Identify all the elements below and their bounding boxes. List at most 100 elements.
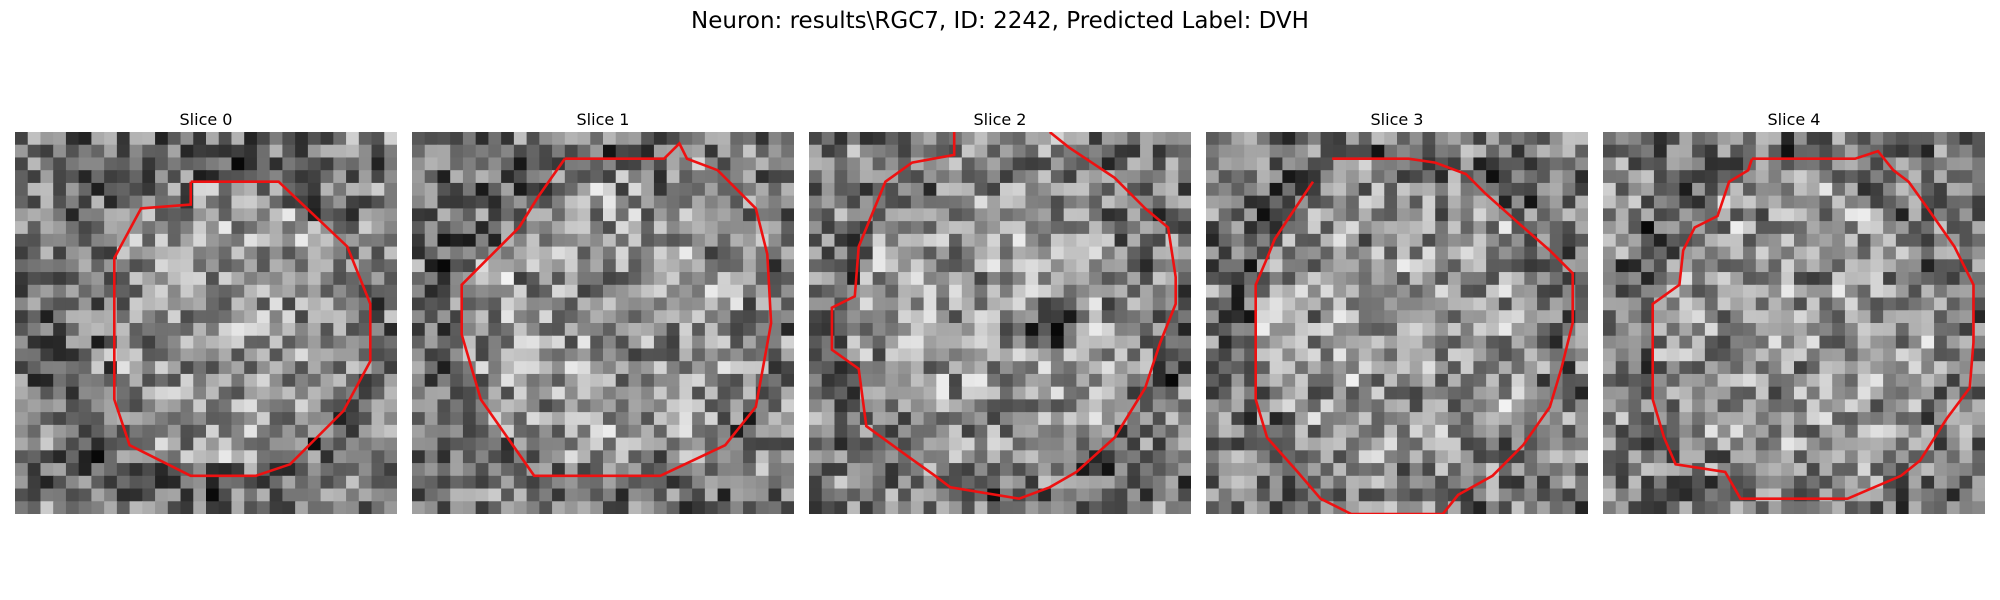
image-pixel bbox=[1422, 132, 1436, 146]
image-pixel bbox=[1178, 310, 1191, 324]
image-pixel bbox=[1295, 170, 1309, 184]
image-pixel bbox=[450, 208, 464, 222]
image-pixel bbox=[1384, 144, 1398, 159]
image-pixel bbox=[1256, 195, 1271, 209]
image-pixel bbox=[1781, 144, 1795, 159]
image-pixel bbox=[1358, 272, 1373, 286]
image-pixel bbox=[412, 463, 426, 477]
image-pixel bbox=[142, 475, 156, 490]
image-pixel bbox=[244, 272, 258, 286]
image-pixel bbox=[910, 208, 925, 222]
image-pixel bbox=[1959, 475, 1973, 490]
image-pixel bbox=[1832, 450, 1846, 464]
image-pixel bbox=[282, 348, 296, 362]
image-pixel bbox=[462, 221, 477, 235]
image-pixel bbox=[346, 450, 360, 464]
image-pixel bbox=[641, 259, 655, 273]
image-pixel bbox=[1743, 501, 1757, 514]
image-pixel bbox=[821, 182, 836, 197]
image-pixel bbox=[1422, 424, 1436, 439]
image-pixel bbox=[666, 323, 680, 337]
image-pixel bbox=[872, 233, 886, 248]
image-pixel bbox=[15, 361, 29, 375]
image-pixel bbox=[1089, 246, 1103, 260]
image-pixel bbox=[692, 475, 706, 490]
image-pixel bbox=[65, 335, 80, 350]
image-pixel bbox=[615, 182, 630, 197]
image-pixel bbox=[167, 259, 182, 273]
image-pixel bbox=[1152, 272, 1167, 286]
image-pixel bbox=[1743, 475, 1757, 490]
image-pixel bbox=[1679, 475, 1693, 490]
image-pixel bbox=[1206, 170, 1220, 184]
image-pixel bbox=[653, 450, 668, 464]
image-pixel bbox=[1038, 233, 1052, 248]
image-pixel bbox=[872, 399, 886, 413]
image-pixel bbox=[1717, 361, 1731, 375]
image-pixel bbox=[1653, 501, 1668, 514]
image-pixel bbox=[809, 144, 823, 159]
image-pixel bbox=[1397, 488, 1411, 502]
image-pixel bbox=[1972, 437, 1985, 451]
image-pixel bbox=[1870, 463, 1884, 477]
image-pixel bbox=[371, 297, 385, 311]
image-pixel bbox=[885, 272, 899, 286]
image-pixel bbox=[1679, 208, 1693, 222]
image-pixel bbox=[1883, 399, 1897, 413]
image-pixel bbox=[358, 463, 373, 477]
image-pixel bbox=[1012, 323, 1027, 337]
image-pixel bbox=[1524, 132, 1538, 146]
image-pixel bbox=[923, 246, 937, 260]
image-pixel bbox=[320, 208, 334, 222]
image-pixel bbox=[437, 170, 451, 184]
image-pixel bbox=[1397, 424, 1411, 439]
image-pixel bbox=[1435, 132, 1449, 146]
image-pixel bbox=[1908, 144, 1922, 159]
image-pixel bbox=[1025, 195, 1039, 209]
image-pixel bbox=[1307, 221, 1322, 235]
image-pixel bbox=[142, 144, 156, 159]
image-pixel bbox=[1486, 272, 1500, 286]
image-pixel bbox=[1101, 323, 1116, 337]
image-pixel bbox=[628, 488, 642, 502]
image-pixel bbox=[768, 501, 782, 514]
image-pixel bbox=[1038, 246, 1052, 260]
image-pixel bbox=[333, 501, 347, 514]
image-pixel bbox=[1908, 501, 1922, 514]
image-pixel bbox=[1794, 348, 1808, 362]
image-pixel bbox=[501, 373, 515, 388]
image-pixel bbox=[653, 412, 668, 426]
image-pixel bbox=[1946, 297, 1961, 311]
image-pixel bbox=[129, 348, 143, 362]
image-pixel bbox=[256, 246, 271, 260]
image-pixel bbox=[1231, 424, 1245, 439]
image-pixel bbox=[1114, 361, 1128, 375]
image-pixel bbox=[679, 450, 693, 464]
image-pixel bbox=[1549, 412, 1564, 426]
image-pixel bbox=[333, 297, 347, 311]
image-pixel bbox=[384, 297, 397, 311]
image-pixel bbox=[180, 284, 194, 299]
image-pixel bbox=[1498, 284, 1513, 299]
image-pixel bbox=[590, 272, 604, 286]
image-pixel bbox=[1486, 475, 1500, 490]
image-pixel bbox=[1140, 348, 1154, 362]
image-pixel bbox=[1269, 399, 1283, 413]
image-pixel bbox=[180, 259, 194, 273]
image-pixel bbox=[1038, 488, 1052, 502]
image-pixel bbox=[743, 475, 757, 490]
image-pixel bbox=[717, 450, 731, 464]
image-pixel bbox=[768, 259, 782, 273]
image-pixel bbox=[692, 132, 706, 146]
image-pixel bbox=[961, 272, 976, 286]
image-pixel bbox=[1486, 424, 1500, 439]
image-pixel bbox=[193, 386, 207, 400]
image-pixel bbox=[1679, 144, 1693, 159]
image-pixel bbox=[1358, 463, 1373, 477]
image-pixel bbox=[1717, 450, 1731, 464]
image-pixel bbox=[155, 348, 169, 362]
image-pixel bbox=[704, 399, 719, 413]
image-pixel bbox=[730, 144, 744, 159]
image-pixel bbox=[615, 463, 630, 477]
image-pixel bbox=[1549, 284, 1564, 299]
